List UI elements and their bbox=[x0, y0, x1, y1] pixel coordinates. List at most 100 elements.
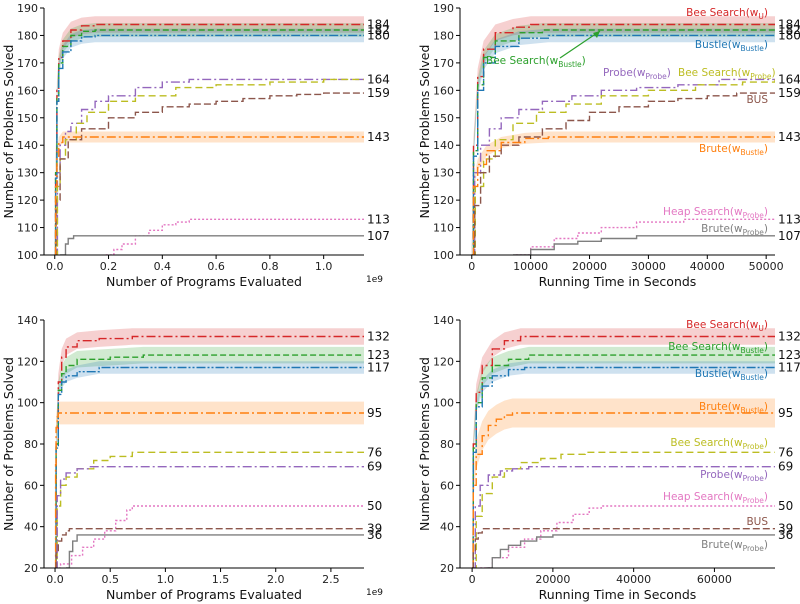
end-value-heap: 50 bbox=[367, 499, 382, 513]
series-line-brute_probe bbox=[513, 235, 775, 255]
x-tick-label: 60000 bbox=[697, 573, 732, 586]
series-line-bus bbox=[55, 528, 364, 568]
y-tick-label: 110 bbox=[17, 222, 38, 235]
end-value-probe: 69 bbox=[367, 460, 382, 474]
end-value-bee_probe: 76 bbox=[778, 445, 793, 459]
y-tick-label: 100 bbox=[433, 249, 454, 262]
series-line-probe bbox=[55, 466, 364, 568]
plot-area bbox=[54, 328, 364, 568]
band-brute_bustle bbox=[55, 401, 364, 568]
y-tick-label: 180 bbox=[433, 29, 454, 42]
y-tick-label: 40 bbox=[24, 521, 38, 534]
y-tick-label: 180 bbox=[17, 29, 38, 42]
x-tick-label: 30000 bbox=[631, 260, 666, 273]
annotation-heap: Heap Search(wProbe) bbox=[663, 491, 768, 505]
series-line-bee_probe bbox=[471, 79, 775, 255]
annotation-probe: Probe(wProbe) bbox=[700, 469, 768, 483]
x-tick-label: 20000 bbox=[535, 573, 570, 586]
y-tick-label: 140 bbox=[17, 139, 38, 152]
end-value-bus: 159 bbox=[367, 86, 390, 100]
end-value-brute_bustle: 143 bbox=[367, 130, 390, 144]
x-tick-label: 40000 bbox=[616, 573, 651, 586]
y-tick-label: 60 bbox=[24, 479, 38, 492]
end-value-brute_bustle: 143 bbox=[778, 130, 800, 144]
chart-panel-bottom-right: 20 40 60 80 100 120 140 0 20000 40000 60000Running… bbox=[417, 314, 800, 602]
x-tick-label: 0 bbox=[468, 260, 475, 273]
y-tick-label: 140 bbox=[433, 139, 454, 152]
x-axis-label: Running Time in Seconds bbox=[539, 274, 697, 289]
y-tick-label: 170 bbox=[17, 57, 38, 70]
end-value-heap: 50 bbox=[778, 499, 793, 513]
band-bee_bustle bbox=[55, 346, 364, 568]
y-tick-label: 190 bbox=[17, 2, 38, 15]
series-line-bee_probe bbox=[54, 78, 364, 255]
x-axis-label: Number of Programs Evaluated bbox=[106, 587, 302, 602]
band-bee_bustle bbox=[472, 346, 775, 568]
y-tick-label: 140 bbox=[433, 314, 454, 327]
annotation-bee_u: Bee Search(wU) bbox=[686, 7, 768, 21]
annotation-bee_u: Bee Search(wU) bbox=[686, 319, 768, 333]
end-value-heap: 113 bbox=[778, 212, 800, 226]
series-line-bee_u bbox=[472, 335, 775, 568]
annotation-arrow-bee_bustle bbox=[559, 30, 601, 59]
end-value-bee_probe: 76 bbox=[367, 445, 382, 459]
y-tick-label: 20 bbox=[440, 562, 454, 575]
x-tick-label: 0.4 bbox=[154, 260, 172, 273]
y-tick-label: 20 bbox=[24, 562, 38, 575]
y-tick-label: 150 bbox=[433, 112, 454, 125]
x-tick-label: 0.0 bbox=[46, 260, 64, 273]
x-tick-label: 2.5 bbox=[322, 573, 340, 586]
y-tick-label: 120 bbox=[433, 355, 454, 368]
end-value-bustle: 117 bbox=[778, 361, 800, 375]
end-value-bee_u: 184 bbox=[778, 17, 800, 31]
end-value-bee_u: 184 bbox=[367, 17, 390, 31]
series-line-bee_bustle bbox=[55, 354, 364, 568]
annotation-bus: BUS bbox=[746, 94, 768, 106]
series-line-bus bbox=[54, 92, 364, 255]
annotation-bee_bustle: Bee Search(wBustle) bbox=[486, 55, 586, 69]
x-tick-label: 50000 bbox=[749, 260, 784, 273]
y-tick-label: 40 bbox=[440, 521, 454, 534]
annotation-bus: BUS bbox=[746, 516, 768, 528]
x-tick-label: 2.0 bbox=[267, 573, 285, 586]
end-value-bus: 39 bbox=[367, 522, 382, 536]
series-line-brute_bustle bbox=[54, 136, 364, 255]
annotation-bee_bustle: Bee Search(wBustle) bbox=[668, 341, 768, 355]
annotation-bee_probe: Bee Search(wProbe) bbox=[678, 67, 776, 81]
chart-panel-top-left: 100 110 120 130 140 150 160 170 180 190 0.0 0.2 0.4 0… bbox=[1, 2, 390, 289]
series-line-bustle bbox=[471, 34, 775, 255]
x-tick-label: 0.8 bbox=[261, 260, 279, 273]
series-line-bee_bustle bbox=[472, 354, 775, 568]
band-brute_bustle bbox=[472, 398, 775, 568]
x-tick-label: 40000 bbox=[690, 260, 725, 273]
end-value-bee_bustle: 123 bbox=[778, 348, 800, 362]
end-value-heap: 113 bbox=[367, 212, 390, 226]
x-tick-label: 0.5 bbox=[101, 573, 119, 586]
x-tick-label: 20000 bbox=[572, 260, 607, 273]
end-value-bustle: 180 bbox=[778, 28, 800, 42]
series-line-bee_probe bbox=[472, 451, 775, 568]
x-tick-label: 1.0 bbox=[315, 260, 333, 273]
y-tick-label: 150 bbox=[17, 112, 38, 125]
series-line-bee_bustle bbox=[471, 29, 775, 255]
x-tick-label: 0.0 bbox=[46, 573, 64, 586]
y-axis-label: Number of Problems Solved bbox=[417, 357, 432, 531]
y-tick-label: 100 bbox=[17, 249, 38, 262]
y-tick-label: 140 bbox=[17, 314, 38, 327]
y-tick-label: 80 bbox=[440, 438, 454, 451]
end-value-bus: 39 bbox=[778, 522, 793, 536]
x-axis-multiplier: 1e9 bbox=[366, 275, 383, 285]
y-axis-label: Number of Problems Solved bbox=[417, 45, 432, 219]
y-tick-label: 170 bbox=[433, 57, 454, 70]
x-axis-multiplier: 1e9 bbox=[366, 588, 383, 598]
y-tick-label: 190 bbox=[433, 2, 454, 15]
plot-area bbox=[54, 16, 364, 255]
annotation-bustle: Bustle(wBustle) bbox=[695, 39, 768, 53]
band-bustle bbox=[55, 361, 364, 568]
series-line-heap bbox=[55, 505, 364, 568]
series-line-probe bbox=[471, 78, 775, 255]
end-value-brute_bustle: 95 bbox=[778, 406, 793, 420]
annotation-brute_probe: Brute(wProbe) bbox=[701, 223, 768, 237]
plot-area bbox=[471, 16, 775, 255]
series-line-bee_u bbox=[54, 23, 364, 255]
